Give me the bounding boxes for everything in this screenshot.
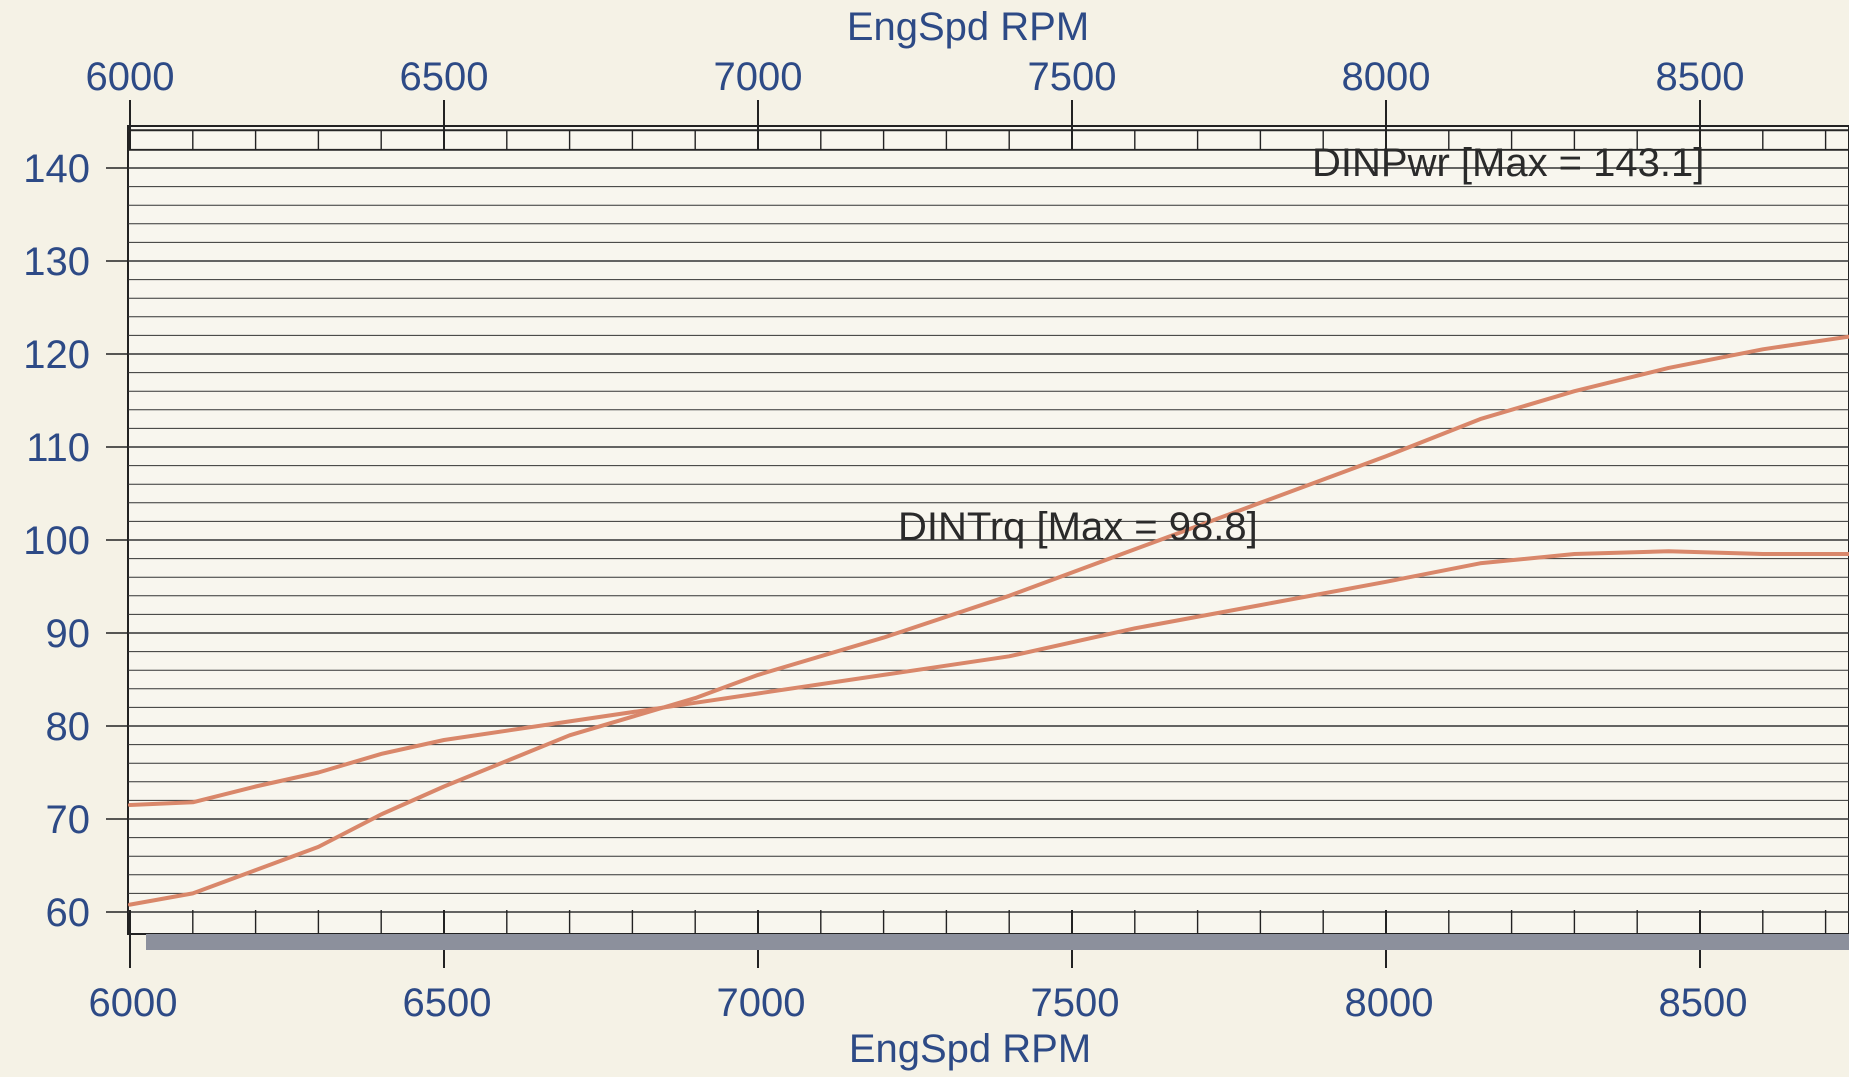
- y-tick-label: 110: [26, 426, 90, 470]
- bottom-shadow-bar: [146, 934, 1849, 950]
- x-tick-label-top: 7000: [714, 55, 803, 99]
- x-tick-label-bottom: 6000: [89, 981, 178, 1025]
- y-tick-label: 70: [46, 798, 91, 842]
- series-line-dintrq: [128, 549, 1849, 807]
- x-tick-label-top: 6500: [400, 55, 489, 99]
- x-tick-label-bottom: 8500: [1659, 981, 1748, 1025]
- y-tick-label: 100: [23, 519, 90, 563]
- y-tick-label: 90: [46, 612, 91, 656]
- x-tick-label-bottom: 6500: [403, 981, 492, 1025]
- series-label-dinpwr: DINPwr [Max = 143.1]: [1312, 141, 1704, 185]
- x-tick-label-bottom: 7500: [1031, 981, 1120, 1025]
- x-tick-label-bottom: 8000: [1345, 981, 1434, 1025]
- x-axis-title-top: EngSpd RPM: [847, 5, 1089, 49]
- y-tick-label: 80: [46, 705, 91, 749]
- series-line-dinpwr: [128, 334, 1849, 907]
- x-tick-label-top: 6000: [86, 55, 175, 99]
- series-lines: [128, 334, 1849, 907]
- series-label-dintrq: DINTrq [Max = 98.8]: [898, 505, 1258, 549]
- y-tick-label: 60: [46, 891, 91, 935]
- x-tick-label-bottom: 7000: [717, 981, 806, 1025]
- x-tick-label-top: 8000: [1342, 55, 1431, 99]
- grid-lines: [128, 130, 1849, 913]
- y-axis-tick-labels: 60 70 80 90 100 110 120 130 140: [23, 147, 128, 935]
- x-tick-label-top: 8500: [1656, 55, 1745, 99]
- x-tick-label-top: 7500: [1028, 55, 1117, 99]
- y-tick-label: 130: [23, 240, 90, 284]
- y-tick-label: 140: [23, 147, 90, 191]
- x-axis-bottom-tick-labels: 6000650070007500800085009000950010000105…: [89, 981, 1748, 1025]
- x-axis-title-bottom: EngSpd RPM: [849, 1027, 1091, 1071]
- y-tick-label: 120: [23, 333, 90, 377]
- x-axis-top-tick-labels: 6000650070007500800085009000950010000105…: [86, 55, 1745, 99]
